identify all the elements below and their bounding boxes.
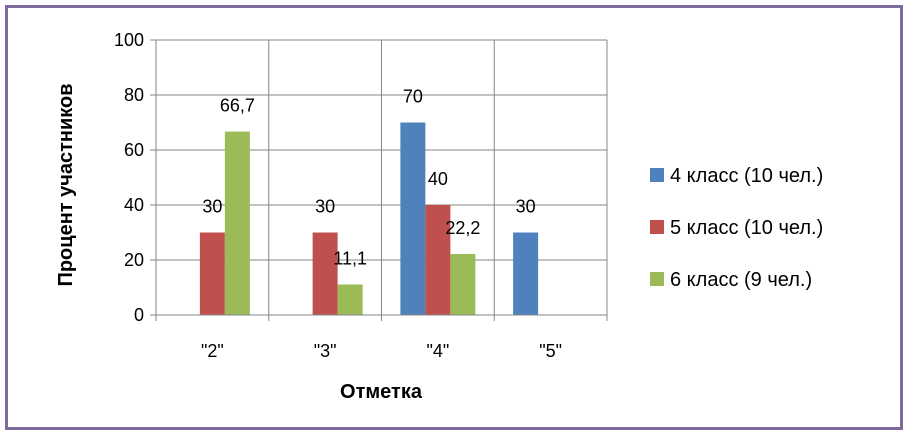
- y-tick-label: 100: [114, 30, 144, 50]
- x-axis-title: Отметка: [340, 381, 423, 403]
- y-tick-label: 60: [124, 140, 144, 160]
- bar: [450, 253, 476, 315]
- bar: [312, 232, 338, 315]
- legend-swatch: [650, 272, 664, 286]
- bar: [199, 232, 225, 315]
- x-tick-label: "3": [314, 341, 337, 361]
- legend-swatch: [650, 220, 664, 234]
- bar: [400, 122, 426, 315]
- data-label: 70: [403, 87, 423, 107]
- y-tick-label: 20: [124, 250, 144, 270]
- x-tick-label: "2": [201, 341, 224, 361]
- legend: 4 класс (10 чел.) 5 класс (10 чел.) 6 клас…: [650, 165, 823, 291]
- bar: [513, 232, 539, 315]
- axes: [150, 39, 608, 321]
- y-axis-title: Процент участников: [55, 83, 77, 286]
- chart-frame: [5, 5, 903, 430]
- y-tick-label: 40: [124, 195, 144, 215]
- y-tick-label: 80: [124, 85, 144, 105]
- legend-label: 5 класс (10 чел.): [670, 217, 823, 239]
- x-tick-label: "4": [426, 341, 449, 361]
- legend-label: 6 класс (9 чел.): [670, 269, 812, 291]
- data-label: 22,2: [445, 218, 480, 238]
- data-label: 30: [315, 197, 335, 217]
- legend-swatch: [650, 168, 664, 182]
- data-labels: 70 30 30 30 40 66,7 11,1 22,2: [202, 87, 535, 269]
- data-label: 30: [202, 197, 222, 217]
- bar: [224, 131, 250, 315]
- bar: [337, 284, 363, 315]
- data-label: 30: [516, 197, 536, 217]
- bars: [199, 122, 539, 315]
- data-label: 11,1: [333, 248, 367, 268]
- tick-labels: 0 20 40 60 80 100 "2" "3" "4" "5": [114, 30, 562, 361]
- data-label: 66,7: [220, 96, 255, 116]
- x-tick-label: "5": [539, 341, 562, 361]
- bar: [425, 205, 451, 315]
- legend-label: 4 класс (10 чел.): [670, 165, 823, 187]
- y-tick-label: 0: [134, 305, 144, 325]
- data-label: 40: [428, 169, 448, 189]
